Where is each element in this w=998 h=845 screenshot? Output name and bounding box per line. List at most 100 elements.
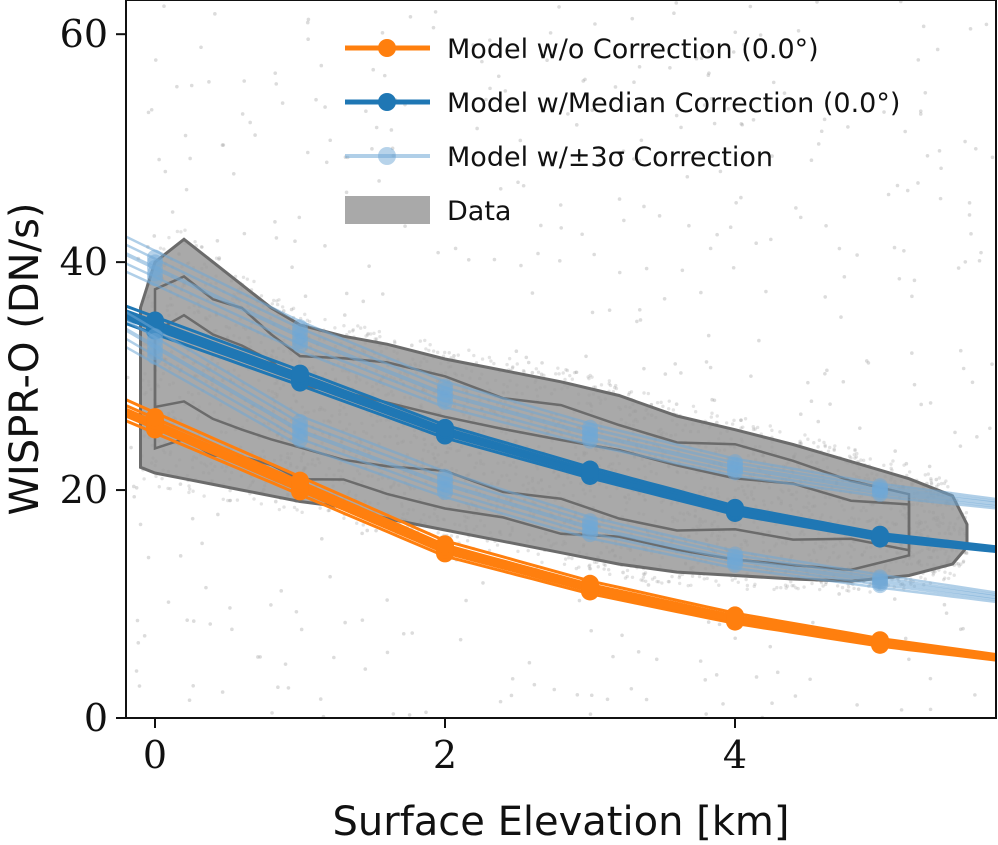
data-point bbox=[592, 560, 597, 564]
legend-entry: Model w/o Correction (0.0°) bbox=[345, 34, 819, 65]
series-line bbox=[126, 419, 996, 662]
data-point bbox=[936, 482, 941, 487]
scatter-point bbox=[794, 206, 798, 210]
scatter-point bbox=[892, 597, 897, 601]
data-point bbox=[351, 328, 355, 332]
scatter-point bbox=[557, 5, 561, 9]
data-point bbox=[356, 324, 360, 328]
scatter-point bbox=[944, 611, 949, 615]
scatter-point bbox=[973, 693, 977, 697]
scatter-point bbox=[769, 237, 773, 242]
data-point bbox=[587, 376, 591, 381]
scatter-point bbox=[380, 292, 385, 296]
scatter-point bbox=[728, 225, 733, 230]
data-point bbox=[536, 552, 540, 556]
scatter-point bbox=[557, 259, 562, 263]
scatter-point bbox=[739, 122, 744, 126]
data-point bbox=[753, 582, 757, 587]
data-point bbox=[678, 574, 682, 578]
scatter-point bbox=[642, 366, 646, 371]
scatter-point bbox=[782, 91, 787, 95]
scatter-point bbox=[837, 592, 841, 596]
data-point bbox=[374, 337, 379, 341]
data-point bbox=[891, 459, 895, 463]
series-marker bbox=[872, 478, 888, 495]
data-point bbox=[798, 441, 802, 446]
series-4 bbox=[126, 310, 996, 604]
data-point bbox=[271, 298, 276, 303]
scatter-point bbox=[715, 420, 719, 425]
scatter-point bbox=[242, 79, 247, 83]
scatter-point bbox=[632, 80, 636, 85]
scatter-point bbox=[593, 22, 597, 26]
data-point bbox=[855, 451, 859, 456]
scatter-point bbox=[371, 67, 376, 72]
scatter-point bbox=[367, 264, 371, 268]
data-point bbox=[608, 572, 612, 577]
data-point bbox=[565, 368, 570, 373]
scatter-point bbox=[170, 210, 175, 214]
data-point bbox=[614, 386, 619, 391]
series-marker bbox=[146, 311, 164, 330]
series-marker bbox=[871, 631, 889, 650]
data-point bbox=[752, 584, 756, 589]
scatter-point bbox=[566, 112, 570, 116]
scatter-point bbox=[132, 494, 137, 499]
scatter-point bbox=[961, 366, 966, 371]
scatter-point bbox=[458, 637, 463, 642]
data-point bbox=[226, 498, 230, 503]
scatter-point bbox=[207, 80, 211, 84]
data-point bbox=[629, 390, 634, 394]
x-tick-label: 0 bbox=[143, 733, 167, 777]
data-point bbox=[686, 583, 690, 588]
scatter-point bbox=[855, 253, 859, 257]
data-point bbox=[946, 576, 951, 581]
scatter-point bbox=[320, 537, 324, 541]
data-point bbox=[423, 338, 427, 343]
data-point bbox=[948, 571, 952, 576]
scatter-point bbox=[324, 160, 329, 165]
scatter-point bbox=[256, 655, 260, 659]
data-point bbox=[667, 580, 671, 584]
scatter-point bbox=[578, 43, 582, 47]
data-point bbox=[259, 502, 264, 506]
data-point bbox=[779, 586, 783, 590]
data-point bbox=[602, 567, 606, 571]
scatter-point bbox=[518, 138, 523, 143]
scatter-point bbox=[431, 25, 436, 30]
scatter-point bbox=[175, 84, 179, 89]
data-point bbox=[282, 505, 286, 509]
data-point bbox=[943, 570, 947, 574]
data-point bbox=[392, 339, 397, 343]
data-point bbox=[214, 256, 219, 260]
data-point bbox=[292, 505, 297, 510]
scatter-point bbox=[823, 372, 827, 376]
data-contour-outer bbox=[153, 275, 911, 572]
data-point bbox=[821, 584, 825, 588]
data-point bbox=[563, 557, 568, 561]
data-point bbox=[961, 559, 966, 563]
series-line bbox=[126, 404, 996, 658]
scatter-point bbox=[637, 158, 642, 163]
scatter-point bbox=[674, 1, 679, 5]
data-point bbox=[217, 257, 221, 262]
data-point bbox=[307, 319, 312, 324]
scatter-point bbox=[498, 186, 503, 191]
data-point bbox=[693, 409, 698, 414]
data-point bbox=[923, 473, 927, 477]
scatter-point bbox=[639, 138, 644, 143]
scatter-point bbox=[293, 239, 297, 244]
scatter-point bbox=[484, 97, 488, 102]
data-point bbox=[641, 572, 646, 576]
scatter-point bbox=[638, 318, 643, 322]
data-point bbox=[540, 560, 544, 565]
data-point bbox=[646, 391, 651, 396]
series-line bbox=[126, 319, 996, 596]
scatter-point bbox=[990, 155, 995, 160]
scatter-point bbox=[718, 169, 723, 174]
scatter-point bbox=[673, 362, 678, 366]
scatter-point bbox=[636, 650, 641, 654]
scatter-point bbox=[289, 307, 294, 312]
scatter-point bbox=[410, 631, 415, 635]
series-marker bbox=[582, 513, 598, 530]
